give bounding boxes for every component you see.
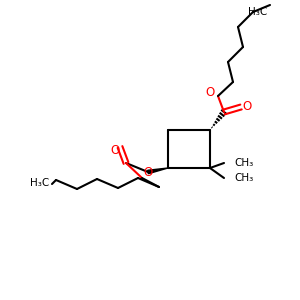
Text: H₃C: H₃C [30, 178, 50, 188]
Text: O: O [143, 167, 153, 179]
Text: O: O [110, 143, 120, 157]
Text: CH₃: CH₃ [234, 173, 253, 183]
Text: H₃C: H₃C [248, 7, 268, 17]
Text: O: O [242, 100, 252, 112]
Text: CH₃: CH₃ [234, 158, 253, 168]
Polygon shape [148, 168, 168, 174]
Text: O: O [206, 86, 214, 100]
